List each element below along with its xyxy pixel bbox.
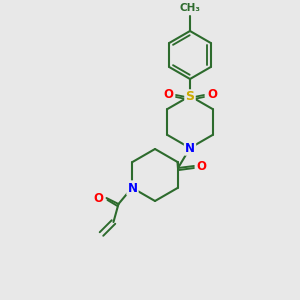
Text: S: S (185, 91, 194, 103)
Text: O: O (207, 88, 217, 101)
Text: O: O (94, 191, 103, 205)
Text: O: O (163, 88, 173, 101)
Text: N: N (185, 142, 195, 154)
Text: CH₃: CH₃ (179, 3, 200, 13)
Text: N: N (128, 182, 137, 194)
Text: O: O (196, 160, 206, 172)
